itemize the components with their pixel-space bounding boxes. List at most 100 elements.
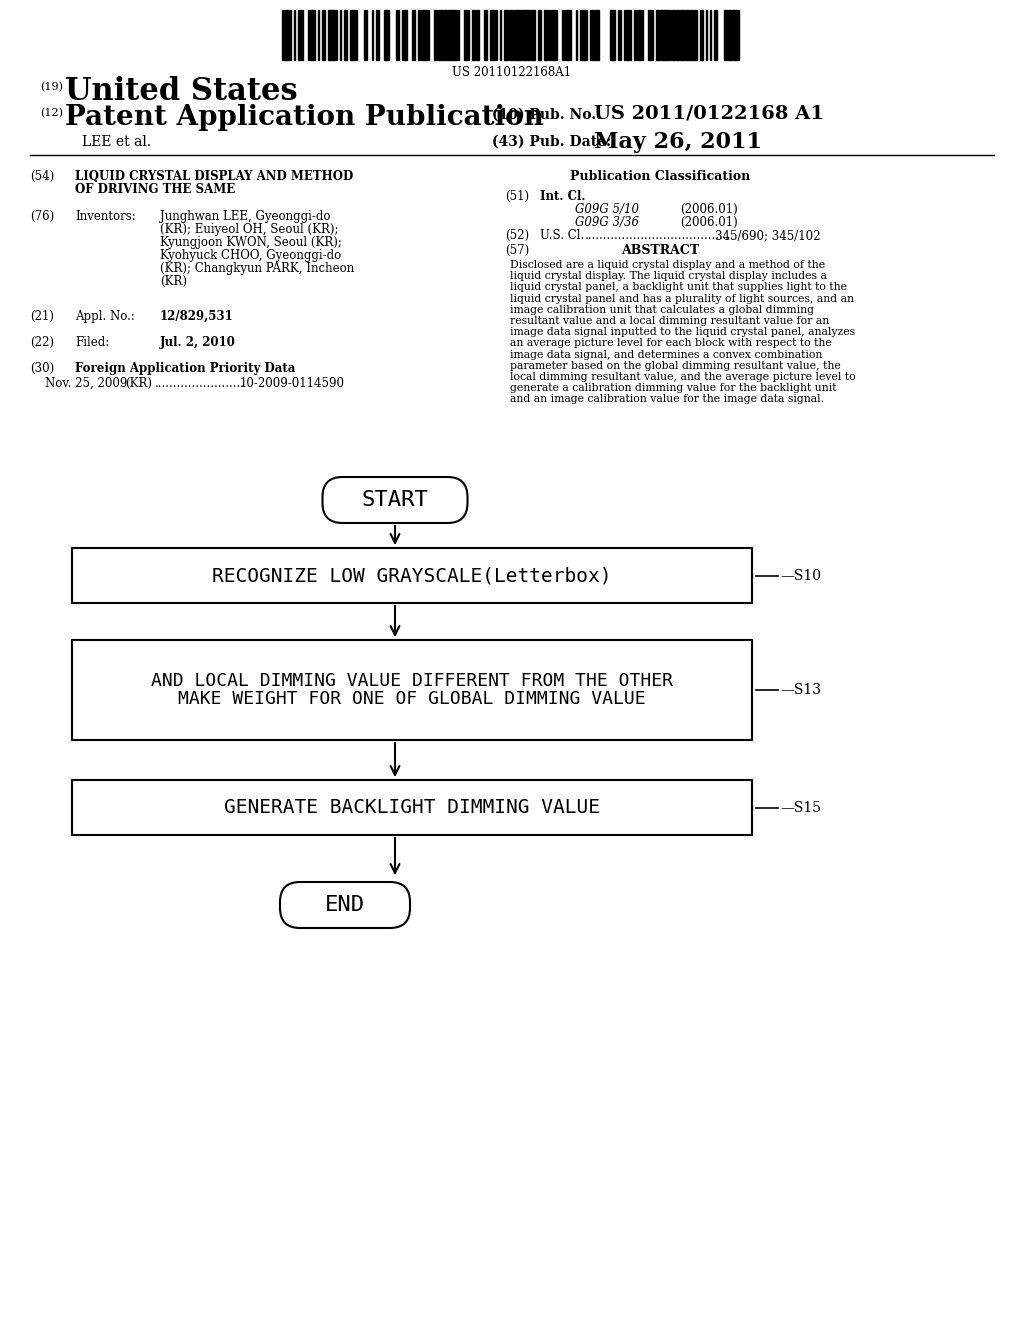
Bar — [596, 11, 599, 59]
Bar — [514, 11, 516, 59]
Text: (KR): (KR) — [125, 378, 152, 389]
Bar — [734, 11, 737, 59]
Bar — [626, 11, 628, 59]
Text: US 2011/0122168 A1: US 2011/0122168 A1 — [594, 104, 824, 121]
Bar — [490, 11, 492, 59]
Text: May 26, 2011: May 26, 2011 — [594, 131, 762, 153]
Bar — [676, 11, 679, 59]
Text: OF DRIVING THE SAME: OF DRIVING THE SAME — [75, 183, 236, 195]
Bar — [449, 11, 450, 59]
Bar — [538, 11, 540, 59]
Bar — [444, 11, 447, 59]
Bar — [284, 11, 286, 59]
Bar — [328, 11, 330, 59]
Bar — [524, 11, 526, 59]
Bar — [312, 11, 314, 59]
Text: generate a calibration dimming value for the backlight unit: generate a calibration dimming value for… — [510, 383, 837, 393]
Text: United States: United States — [65, 77, 298, 107]
Bar — [522, 11, 524, 59]
Bar — [544, 11, 546, 59]
Bar — [566, 11, 568, 59]
Bar — [434, 11, 437, 59]
Bar — [412, 11, 415, 59]
Text: 345/690; 345/102: 345/690; 345/102 — [715, 228, 820, 242]
Text: U.S. Cl.: U.S. Cl. — [540, 228, 585, 242]
Bar — [526, 11, 528, 59]
Text: ........................: ........................ — [155, 378, 245, 389]
Bar — [672, 11, 675, 59]
Text: image data signal, and determines a convex combination: image data signal, and determines a conv… — [510, 350, 822, 359]
Bar — [682, 11, 685, 59]
Bar — [732, 11, 734, 59]
FancyBboxPatch shape — [323, 477, 468, 523]
Text: G09G 3/36: G09G 3/36 — [575, 216, 639, 228]
Bar — [504, 11, 506, 59]
Text: US 20110122168A1: US 20110122168A1 — [453, 66, 571, 79]
Text: ABSTRACT: ABSTRACT — [621, 244, 699, 257]
Bar — [610, 11, 612, 59]
Text: parameter based on the global dimming resultant value, the: parameter based on the global dimming re… — [510, 360, 841, 371]
FancyBboxPatch shape — [280, 882, 410, 928]
Text: (KR); Euiyeol OH, Seoul (KR);: (KR); Euiyeol OH, Seoul (KR); — [160, 223, 339, 236]
Text: 10-2009-0114590: 10-2009-0114590 — [240, 378, 345, 389]
Bar — [310, 11, 312, 59]
Bar — [724, 11, 727, 59]
Bar — [686, 11, 688, 59]
Bar — [492, 11, 495, 59]
Bar — [476, 11, 479, 59]
Bar — [330, 11, 332, 59]
Text: (51): (51) — [505, 190, 529, 203]
Text: (54): (54) — [30, 170, 54, 183]
Bar — [322, 11, 325, 59]
Bar — [590, 11, 593, 59]
Bar — [656, 11, 658, 59]
Bar — [690, 11, 692, 59]
Text: MAKE WEIGHT FOR ONE OF GLOBAL DIMMING VALUE: MAKE WEIGHT FOR ONE OF GLOBAL DIMMING VA… — [178, 690, 646, 709]
Text: AND LOCAL DIMMING VALUE DIFFERENT FROM THE OTHER: AND LOCAL DIMMING VALUE DIFFERENT FROM T… — [151, 672, 673, 689]
Text: GENERATE BACKLIGHT DIMMING VALUE: GENERATE BACKLIGHT DIMMING VALUE — [224, 799, 600, 817]
Text: —S15: —S15 — [780, 800, 821, 814]
Bar — [472, 11, 475, 59]
Text: (10) Pub. No.:: (10) Pub. No.: — [492, 108, 601, 121]
Text: (KR): (KR) — [160, 275, 187, 288]
Bar — [662, 11, 664, 59]
Text: Junghwan LEE, Gyeonggi-do: Junghwan LEE, Gyeonggi-do — [160, 210, 331, 223]
Bar — [452, 11, 454, 59]
Bar — [72, 780, 752, 836]
Bar — [568, 11, 570, 59]
Bar — [680, 11, 682, 59]
Bar — [404, 11, 406, 59]
Bar — [438, 11, 440, 59]
Text: an average picture level for each block with respect to the: an average picture level for each block … — [510, 338, 831, 348]
Bar — [440, 11, 442, 59]
Text: image data signal inputted to the liquid crystal panel, analyzes: image data signal inputted to the liquid… — [510, 327, 855, 337]
Text: Int. Cl.: Int. Cl. — [540, 190, 586, 203]
Text: —S13: —S13 — [780, 682, 821, 697]
Text: (76): (76) — [30, 210, 54, 223]
Bar — [634, 11, 636, 59]
Text: (22): (22) — [30, 337, 54, 348]
Text: (43) Pub. Date:: (43) Pub. Date: — [492, 135, 611, 149]
Bar — [664, 11, 666, 59]
Bar — [594, 11, 596, 59]
Bar — [344, 11, 346, 59]
Text: .......................................: ....................................... — [585, 228, 731, 242]
Bar — [376, 11, 378, 59]
Bar — [516, 11, 518, 59]
Bar — [700, 11, 702, 59]
Text: (2006.01): (2006.01) — [680, 203, 737, 216]
Text: Kyungjoon KWON, Seoul (KR);: Kyungjoon KWON, Seoul (KR); — [160, 236, 342, 249]
Bar — [666, 11, 668, 59]
Bar — [386, 11, 388, 59]
Text: Jul. 2, 2010: Jul. 2, 2010 — [160, 337, 236, 348]
Bar — [648, 11, 651, 59]
Text: (57): (57) — [505, 244, 529, 257]
Text: liquid crystal panel, a backlight unit that supplies light to the: liquid crystal panel, a backlight unit t… — [510, 282, 847, 293]
Bar — [454, 11, 456, 59]
Text: Nov. 25, 2009: Nov. 25, 2009 — [45, 378, 127, 389]
Text: local dimming resultant value, and the average picture level to: local dimming resultant value, and the a… — [510, 372, 856, 381]
Bar — [384, 11, 386, 59]
Bar — [638, 11, 640, 59]
Text: image calibration unit that calculates a global dimming: image calibration unit that calculates a… — [510, 305, 814, 314]
Bar — [484, 11, 486, 59]
